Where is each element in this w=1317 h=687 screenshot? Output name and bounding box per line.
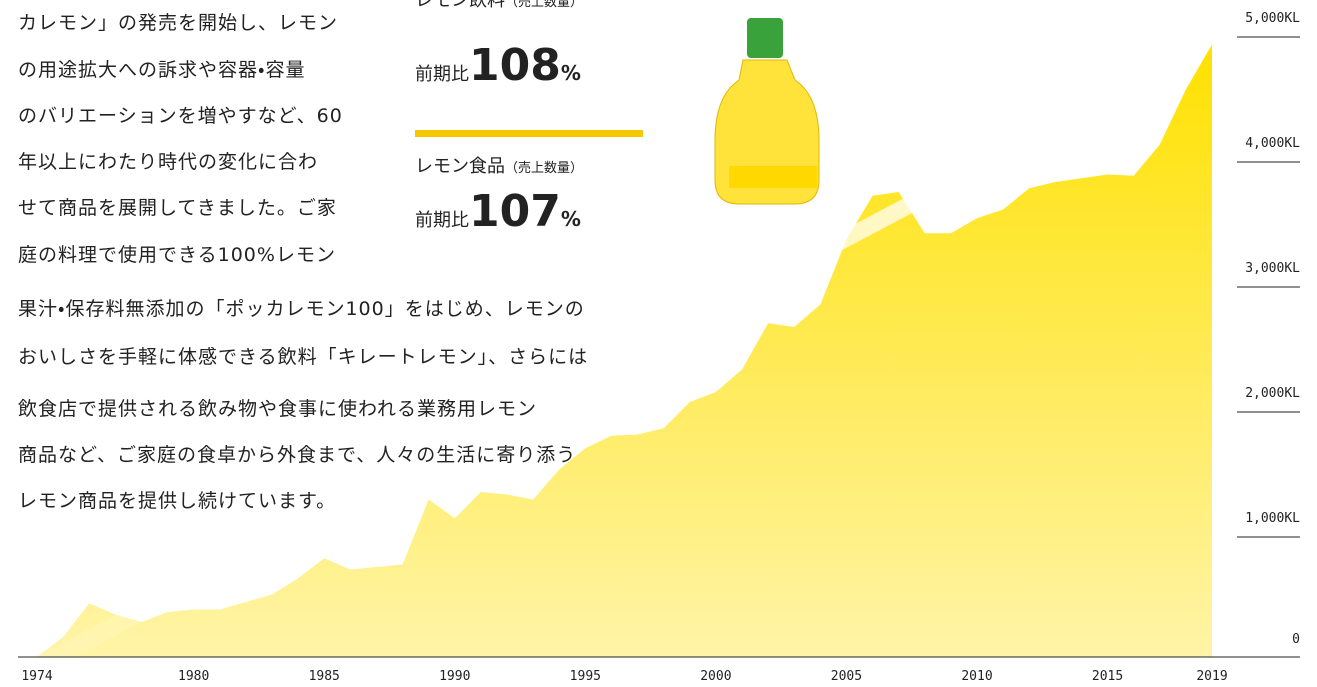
stat-number: 107 <box>469 186 561 237</box>
stat-unit: % <box>561 207 581 231</box>
article-line: 飲食店で提供される飲み物や食事に使われる業務用レモン <box>18 394 537 421</box>
stat-note: （売上数量） <box>505 161 583 176</box>
stat-note: （売上数量） <box>505 0 583 10</box>
stat-label: レモン飲料 <box>415 0 505 11</box>
stat-name: レモン食品（売上数量） <box>415 152 583 178</box>
x-tick-label: 2019 <box>1196 669 1227 684</box>
article-line: せて商品を展開してきました。ご家 <box>18 193 337 220</box>
y-tick-label: 1,000KL <box>1245 511 1300 526</box>
article-line: おいしさを手軽に体感できる飲料「キレートレモン」、さらには <box>18 342 588 369</box>
stat-name: レモン飲料（売上数量） <box>415 0 583 12</box>
y-tick-label: 0 <box>1292 632 1300 647</box>
y-tick-label: 3,000KL <box>1245 261 1300 276</box>
article-line: カレモン」の発売を開始し、レモン <box>18 8 338 35</box>
stat-prefix: 前期比 <box>415 64 469 85</box>
article-line: レモン商品を提供し続けています。 <box>18 486 336 513</box>
x-tick-label: 1995 <box>570 669 601 684</box>
x-tick-label: 2015 <box>1092 669 1123 684</box>
x-tick-label: 1980 <box>178 669 209 684</box>
article-line: のバリエーションを増やすなど、60 <box>18 101 343 128</box>
article-line: 果汁・保存料無添加の「ポッカレモン100」をはじめ、レモンの <box>18 294 585 321</box>
page: 1974 1980 1985 1990 1995 2000 2005 2010 2015 2019… <box>0 0 1317 687</box>
stat-value: 前期比107% <box>415 186 581 237</box>
article-line: 庭の料理で使用できる100%レモン <box>18 240 336 267</box>
article-line: の用途拡大への訴求や容器・容量 <box>18 55 305 82</box>
stat-label: レモン食品 <box>415 156 505 177</box>
y-tick-label: 2,000KL <box>1245 386 1300 401</box>
article-line: 商品など、ご家庭の食卓から外食まで、人々の生活に寄り添う <box>18 440 576 467</box>
x-tick-label: 2000 <box>700 669 731 684</box>
stat-value: 前期比108% <box>415 40 581 91</box>
stat-prefix: 前期比 <box>415 210 469 231</box>
divider <box>415 130 643 137</box>
x-tick-label: 2010 <box>961 669 992 684</box>
bottle <box>715 18 819 204</box>
stat-unit: % <box>561 61 581 85</box>
x-tick-label: 2005 <box>831 669 862 684</box>
y-tick-label: 4,000KL <box>1245 136 1300 151</box>
x-tick-label: 1990 <box>439 669 470 684</box>
article-line: 年以上にわたり時代の変化に合わ <box>18 147 318 174</box>
y-tick-label: 5,000KL <box>1245 11 1300 26</box>
x-tick-label: 1985 <box>309 669 340 684</box>
stat-number: 108 <box>469 40 561 91</box>
x-tick-label: 1974 <box>21 669 52 684</box>
